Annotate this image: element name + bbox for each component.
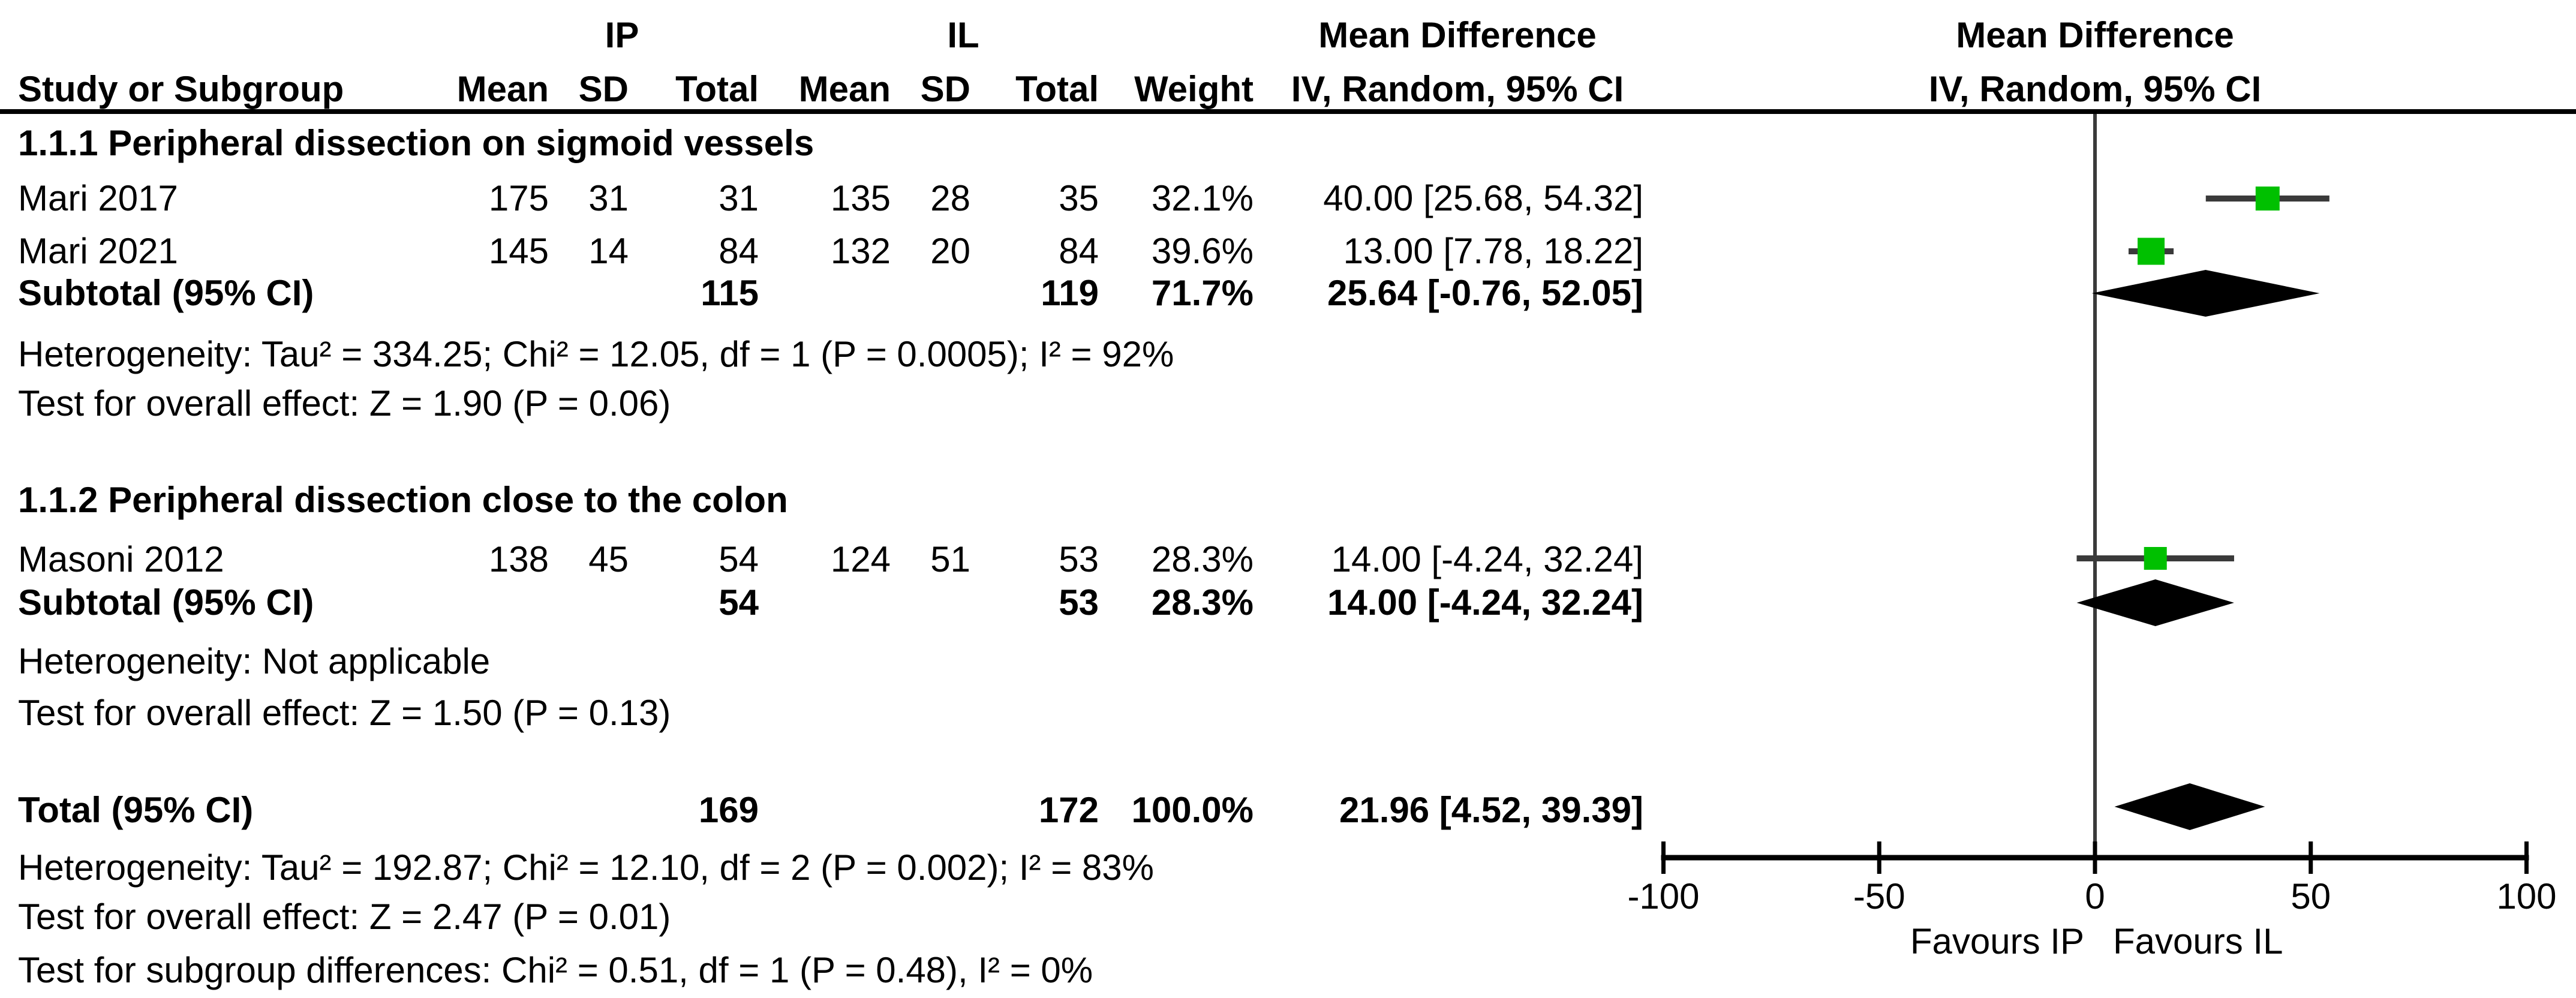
subgroup-heading: 1.1.1 Peripheral dissection on sigmoid v… bbox=[0, 116, 2576, 171]
favours-left-label: Favours IP bbox=[1910, 921, 2084, 961]
mean2-column-header: Mean bbox=[798, 69, 891, 109]
header-row-groups: IP IL Mean Difference Mean Difference bbox=[0, 8, 2576, 63]
total2-value: 35 bbox=[1059, 178, 1099, 218]
effect-square bbox=[2255, 187, 2280, 211]
mean1-value: 138 bbox=[488, 539, 549, 579]
group2-header: IL bbox=[947, 15, 979, 55]
group1-header: IP bbox=[605, 15, 639, 55]
sd1-value: 45 bbox=[588, 539, 629, 579]
axis-tick-label: -100 bbox=[1627, 876, 1699, 916]
subtotal-label: Subtotal (95% CI) bbox=[18, 273, 314, 313]
total2-column-header: Total bbox=[1015, 69, 1099, 109]
subgroup-heading: 1.1.2 Peripheral dissection close to the… bbox=[0, 473, 2576, 528]
weight-value: 28.3% bbox=[1151, 582, 1254, 623]
subtotal-diamond bbox=[2091, 270, 2320, 317]
sd1-column-header: SD bbox=[578, 69, 629, 109]
total2-value: 172 bbox=[1038, 790, 1099, 830]
subtotal-diamond bbox=[2076, 579, 2234, 626]
axis-tick-label: 100 bbox=[2496, 876, 2556, 916]
total2-value: 84 bbox=[1059, 231, 1099, 271]
overall-effect-text: Test for overall effect: Z = 2.47 (P = 0… bbox=[18, 897, 671, 937]
subgroup-difference-text: Test for subgroup differences: Chi² = 0.… bbox=[18, 950, 1093, 990]
total1-value: 84 bbox=[719, 231, 759, 271]
heterogeneity-line: Heterogeneity: Not applicable bbox=[0, 634, 2576, 689]
study-row: Mari 2021 145 14 84 132 20 84 39.6% 13.0… bbox=[0, 224, 2576, 279]
total1-column-header: Total bbox=[675, 69, 759, 109]
total1-value: 115 bbox=[701, 273, 759, 313]
favours-right-label: Favours IL bbox=[2113, 921, 2283, 961]
axis-tick-label: -50 bbox=[1853, 876, 1905, 916]
total2-value: 53 bbox=[1059, 539, 1099, 579]
sd1-value: 31 bbox=[588, 178, 629, 218]
subtotal-row: Subtotal (95% CI) 54 53 28.3% 14.00 [-4.… bbox=[0, 575, 2576, 630]
sd2-column-header: SD bbox=[920, 69, 970, 109]
weight-value: 71.7% bbox=[1151, 273, 1254, 313]
ci-text: 25.64 [-0.76, 52.05] bbox=[1327, 273, 1643, 313]
subgroup-difference-line: Test for subgroup differences: Chi² = 0.… bbox=[0, 943, 2576, 998]
study-label: Masoni 2012 bbox=[18, 539, 224, 579]
mean2-value: 132 bbox=[830, 231, 891, 271]
overall-effect-line: Test for overall effect: Z = 2.47 (P = 0… bbox=[0, 889, 2576, 945]
subtotal-row: Subtotal (95% CI) 115 119 71.7% 25.64 [-… bbox=[0, 266, 2576, 321]
total-diamond bbox=[2114, 783, 2265, 830]
heterogeneity-text: Heterogeneity: Not applicable bbox=[18, 641, 491, 681]
mean1-value: 175 bbox=[488, 178, 549, 218]
heterogeneity-line: Heterogeneity: Tau² = 334.25; Chi² = 12.… bbox=[0, 327, 2576, 382]
method-column-header: IV, Random, 95% CI bbox=[1291, 69, 1624, 109]
axis-tick-label: 50 bbox=[2291, 876, 2331, 916]
sd2-value: 51 bbox=[930, 539, 970, 579]
study-column-header: Study or Subgroup bbox=[18, 69, 344, 109]
weight-value: 100.0% bbox=[1131, 790, 1254, 830]
total1-value: 54 bbox=[719, 539, 759, 579]
study-label: Mari 2021 bbox=[18, 231, 178, 271]
effect-square bbox=[2144, 547, 2167, 570]
mean1-column-header: Mean bbox=[456, 69, 549, 109]
total1-value: 31 bbox=[719, 178, 759, 218]
plot-subtitle: IV, Random, 95% CI bbox=[1928, 69, 2262, 109]
sd1-value: 14 bbox=[588, 231, 629, 271]
total-row: Total (95% CI) 169 172 100.0% 21.96 [4.5… bbox=[0, 783, 2576, 838]
overall-effect-text: Test for overall effect: Z = 1.50 (P = 0… bbox=[18, 693, 671, 733]
overall-effect-line: Test for overall effect: Z = 1.50 (P = 0… bbox=[0, 686, 2576, 741]
subgroup-heading-label: 1.1.2 Peripheral dissection close to the… bbox=[18, 480, 788, 520]
ci-text: 13.00 [7.78, 18.22] bbox=[1343, 231, 1643, 271]
ci-text: 21.96 [4.52, 39.39] bbox=[1339, 790, 1643, 830]
header-row-columns: Study or Subgroup Mean SD Total Mean SD … bbox=[0, 62, 2576, 117]
weight-value: 39.6% bbox=[1151, 231, 1254, 271]
plot-title: Mean Difference bbox=[1956, 15, 2234, 55]
ci-text: 14.00 [-4.24, 32.24] bbox=[1331, 539, 1643, 579]
effect-square bbox=[2138, 238, 2165, 265]
total2-value: 53 bbox=[1059, 582, 1099, 623]
header-separator bbox=[0, 109, 2576, 114]
mean2-value: 135 bbox=[830, 178, 891, 218]
total-label: Total (95% CI) bbox=[18, 790, 254, 830]
mean1-value: 145 bbox=[488, 231, 549, 271]
overall-effect-text: Test for overall effect: Z = 1.90 (P = 0… bbox=[18, 383, 671, 423]
weight-column-header: Weight bbox=[1134, 69, 1254, 109]
sd2-value: 28 bbox=[930, 178, 970, 218]
total1-value: 54 bbox=[719, 582, 759, 623]
study-row: Masoni 2012 138 45 54 124 51 53 28.3% 14… bbox=[0, 532, 2576, 587]
total2-value: 119 bbox=[1041, 273, 1099, 313]
heterogeneity-text: Heterogeneity: Tau² = 334.25; Chi² = 12.… bbox=[18, 334, 1174, 374]
total1-value: 169 bbox=[698, 790, 759, 830]
effect-column-title: Mean Difference bbox=[1318, 15, 1597, 55]
ci-text: 40.00 [25.68, 54.32] bbox=[1323, 178, 1643, 218]
sd2-value: 20 bbox=[930, 231, 970, 271]
weight-value: 32.1% bbox=[1151, 178, 1254, 218]
study-label: Mari 2017 bbox=[18, 178, 178, 218]
overall-effect-line: Test for overall effect: Z = 1.90 (P = 0… bbox=[0, 376, 2576, 431]
heterogeneity-line: Heterogeneity: Tau² = 192.87; Chi² = 12.… bbox=[0, 840, 2576, 895]
weight-value: 28.3% bbox=[1151, 539, 1254, 579]
axis-tick-label: 0 bbox=[2085, 876, 2105, 916]
study-row: Mari 2017 175 31 31 135 28 35 32.1% 40.0… bbox=[0, 171, 2576, 226]
subgroup-heading-label: 1.1.1 Peripheral dissection on sigmoid v… bbox=[18, 123, 814, 163]
mean2-value: 124 bbox=[830, 539, 891, 579]
subtotal-label: Subtotal (95% CI) bbox=[18, 582, 314, 623]
heterogeneity-text: Heterogeneity: Tau² = 192.87; Chi² = 12.… bbox=[18, 847, 1154, 888]
ci-text: 14.00 [-4.24, 32.24] bbox=[1327, 582, 1643, 623]
